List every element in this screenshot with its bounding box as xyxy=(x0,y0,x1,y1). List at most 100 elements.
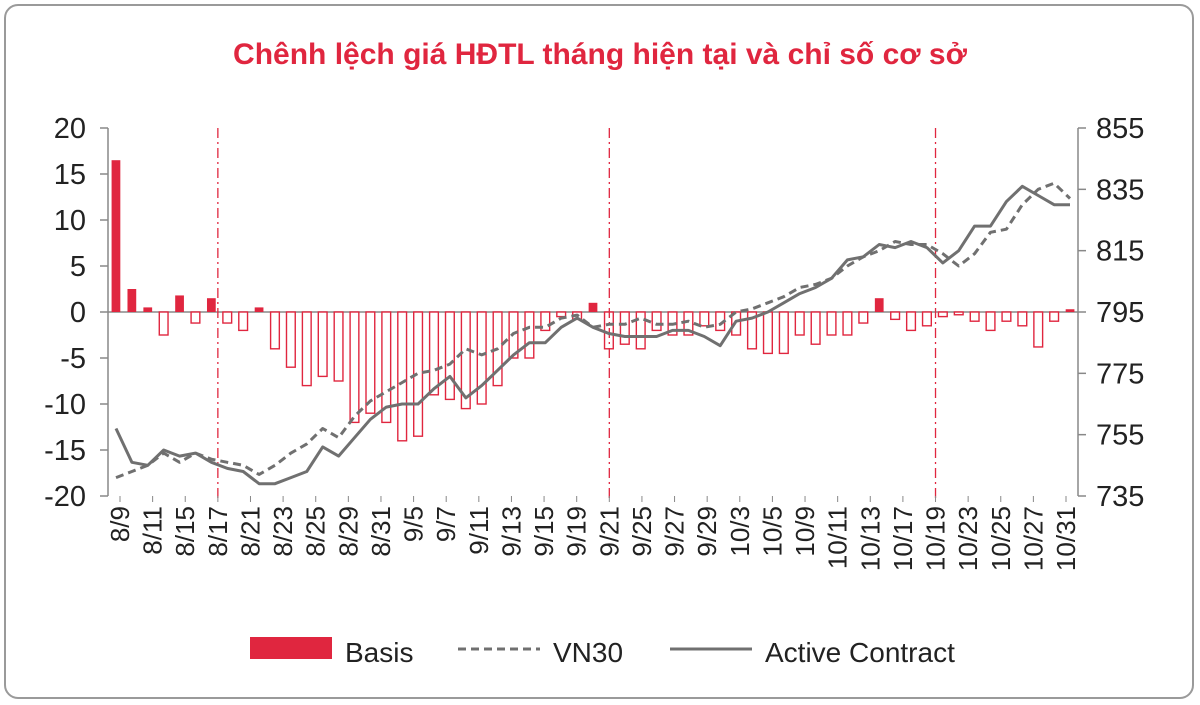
x-tick-label: 10/23 xyxy=(953,506,983,571)
basis-bar xyxy=(1049,311,1060,322)
basis-bar xyxy=(556,311,567,318)
basis-bar xyxy=(699,311,710,327)
right-tick-label: 795 xyxy=(1096,297,1144,329)
x-tick-label: 9/21 xyxy=(594,506,624,557)
basis-bar xyxy=(1033,311,1044,348)
basis-bar xyxy=(206,298,216,312)
x-tick-label: 9/25 xyxy=(627,506,657,557)
right-tick-label: 835 xyxy=(1096,174,1144,206)
left-tick-label: 20 xyxy=(54,113,86,145)
basis-bars xyxy=(111,160,1075,442)
basis-bar xyxy=(349,311,360,424)
basis-bar xyxy=(254,307,264,312)
basis-bar xyxy=(540,311,551,332)
x-tick-label: 8/23 xyxy=(268,506,298,557)
x-tick-label: 9/7 xyxy=(431,506,461,542)
x-tick-label: 8/25 xyxy=(301,506,331,557)
x-tick-label: 8/31 xyxy=(366,506,396,557)
left-tick-label: 0 xyxy=(70,297,86,329)
x-tick-label: 10/19 xyxy=(921,506,951,571)
series-lines xyxy=(114,181,1072,486)
basis-bar xyxy=(985,311,996,332)
basis-bar xyxy=(651,311,662,332)
expiry-markers xyxy=(217,128,937,500)
x-tick-label: 10/9 xyxy=(790,506,820,557)
left-tick-label: -10 xyxy=(44,389,86,421)
left-tick-label: -5 xyxy=(60,343,86,375)
left-tick-label: 15 xyxy=(54,159,86,191)
x-tick-label: 10/27 xyxy=(1018,506,1048,571)
basis-bar xyxy=(874,298,884,312)
basis-bar xyxy=(905,311,917,332)
basis-bar xyxy=(460,311,471,410)
basis-bar xyxy=(921,311,933,327)
basis-bar xyxy=(269,311,281,350)
right-tick-label: 855 xyxy=(1096,113,1144,145)
x-tick-label: 9/13 xyxy=(496,506,526,557)
right-tick-label: 735 xyxy=(1096,481,1144,513)
chart-frame xyxy=(4,4,1194,699)
x-tick-label: 10/17 xyxy=(888,506,918,571)
active-contract-line xyxy=(114,184,1070,486)
basis-bar xyxy=(175,295,184,312)
right-tick-label: 755 xyxy=(1096,420,1144,452)
right-tick-label: 815 xyxy=(1096,236,1144,268)
left-tick-label: -20 xyxy=(44,481,86,513)
legend-basis-label: Basis xyxy=(345,637,413,668)
basis-bar xyxy=(969,311,980,322)
x-tick-label: 9/11 xyxy=(464,506,494,555)
basis-bar xyxy=(238,311,249,332)
x-tick-label: 10/11 xyxy=(823,506,853,569)
basis-bar xyxy=(524,311,535,359)
basis-bar xyxy=(365,311,376,414)
left-tick-label: 10 xyxy=(54,205,86,237)
basis-bar xyxy=(635,311,646,350)
x-tick-label: 10/25 xyxy=(986,506,1016,571)
basis-bar xyxy=(428,311,440,396)
chart-title: Chênh lệch giá HĐTL tháng hiện tại và ch… xyxy=(233,38,967,71)
basis-bar xyxy=(222,311,233,324)
basis-bar xyxy=(953,311,964,316)
x-tick-label: 9/5 xyxy=(399,506,429,542)
basis-bar xyxy=(858,311,869,324)
x-tick-label: 8/29 xyxy=(333,506,363,557)
right-tick-label: 775 xyxy=(1096,358,1144,390)
basis-bar xyxy=(190,311,201,324)
basis-bar xyxy=(158,311,169,336)
x-tick-label: 8/11 xyxy=(138,506,168,555)
legend-active-label: Active Contract xyxy=(765,637,955,668)
basis-bar xyxy=(301,311,312,387)
basis-bar xyxy=(1065,309,1075,312)
basis-bar xyxy=(127,289,137,312)
left-tick-label: 5 xyxy=(70,251,86,283)
basis-bar xyxy=(333,311,344,382)
left-tick-label: -15 xyxy=(44,435,86,467)
basis-bar xyxy=(381,311,392,424)
basis-bar xyxy=(413,311,424,437)
x-tick-label: 8/21 xyxy=(235,506,265,557)
basis-bar xyxy=(778,311,789,355)
basis-bar xyxy=(746,311,758,350)
legend: Basis VN30 Active Contract xyxy=(250,637,955,668)
x-tick-label: 8/9 xyxy=(105,506,135,542)
x-tick-label: 8/15 xyxy=(170,506,200,557)
x-tick-label: 10/5 xyxy=(757,506,787,557)
x-tick-labels: 8/9 8/11 8/15 8/17 8/21 8/23 8/25 8/29 8/31 9/5 9/… xyxy=(105,496,1081,571)
legend-vn30-label: VN30 xyxy=(553,637,623,668)
basis-bar xyxy=(285,311,296,368)
x-tick-label: 10/31 xyxy=(1051,506,1081,571)
axes: -20 -15 -10 -5 0 5 10 15 20 735 755 775 795 815 835 855 xyxy=(44,113,1144,513)
basis-bar xyxy=(143,307,153,312)
basis-bar xyxy=(762,311,773,355)
basis-bar xyxy=(842,311,853,336)
basis-bar xyxy=(794,311,805,336)
x-tick-label: 10/13 xyxy=(855,506,885,571)
basis-bar xyxy=(1001,311,1012,322)
basis-bar xyxy=(810,311,821,345)
x-tick-label: 9/15 xyxy=(529,506,559,557)
basis-bar xyxy=(937,311,948,318)
x-tick-label: 9/19 xyxy=(562,506,592,557)
basis-bar xyxy=(1017,311,1028,327)
basis-bar xyxy=(397,311,408,442)
